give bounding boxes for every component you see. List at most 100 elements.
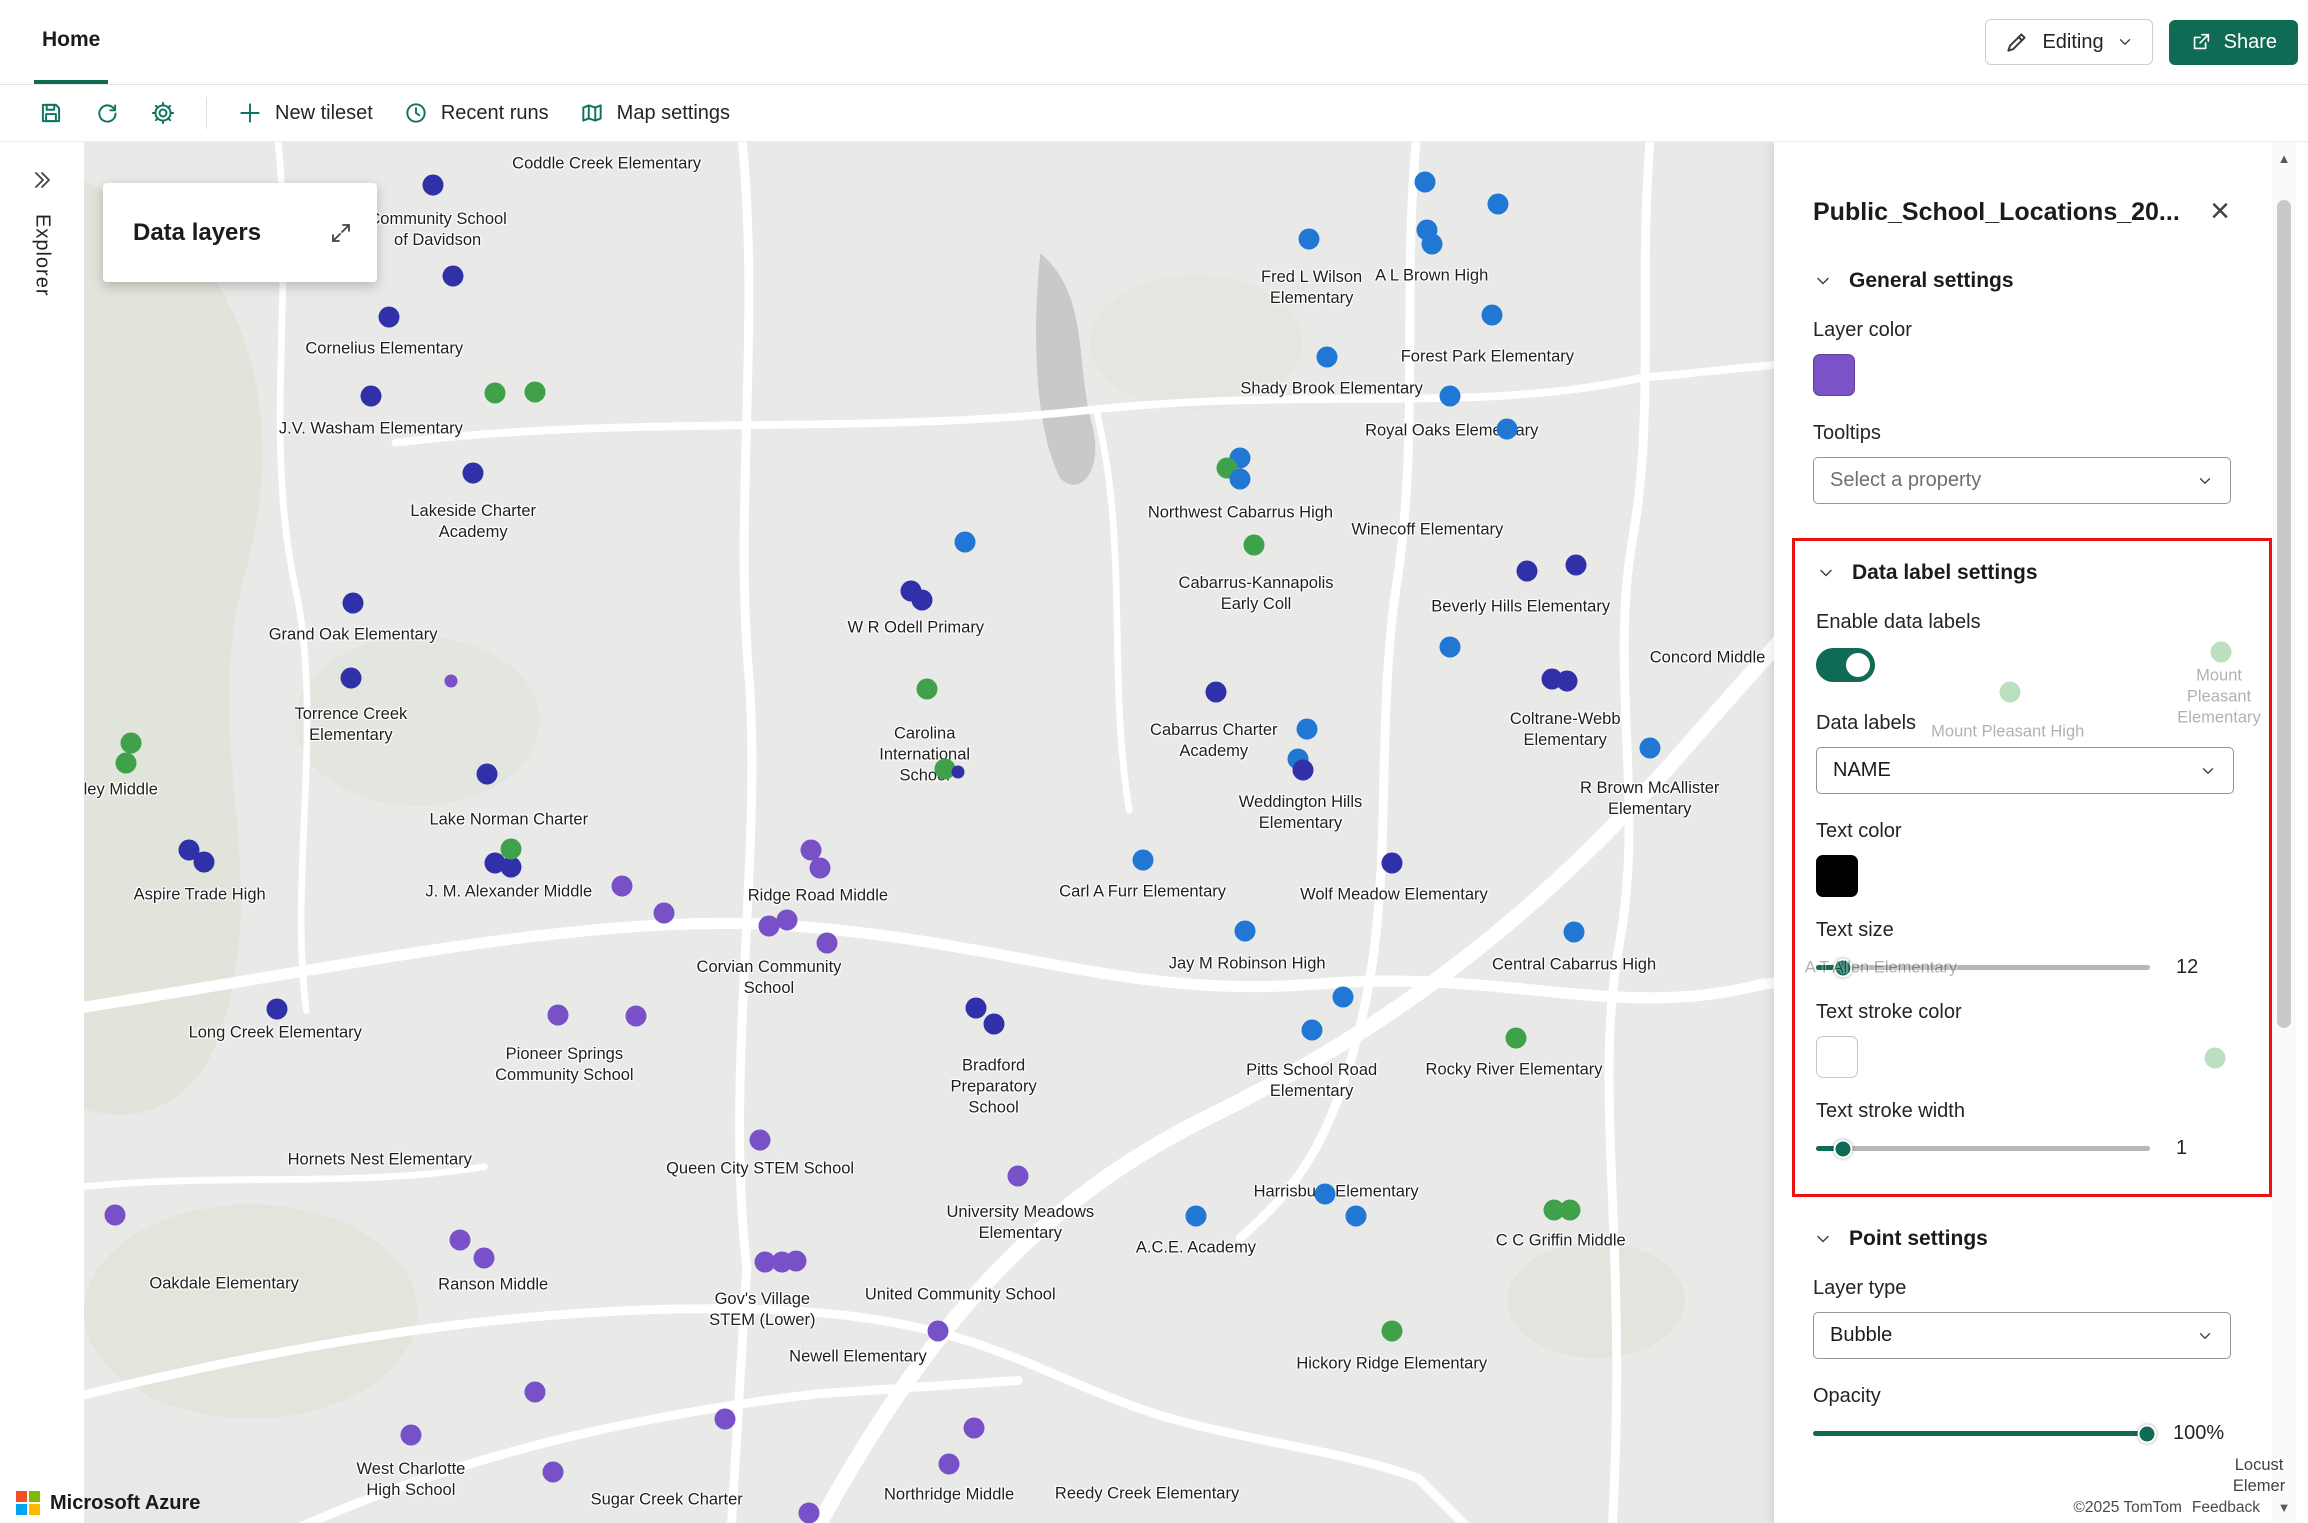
map-settings-button[interactable]: Map settings	[579, 100, 730, 126]
map-point[interactable]	[758, 915, 780, 937]
save-button[interactable]	[38, 100, 64, 126]
map-point[interactable]	[800, 839, 822, 861]
settings-button[interactable]	[150, 100, 176, 126]
data-labels-dropdown[interactable]: NAME	[1816, 747, 2234, 794]
text-size-slider[interactable]: 12	[1816, 956, 2234, 979]
map-point[interactable]	[422, 174, 444, 196]
slider-knob[interactable]	[1833, 1139, 1853, 1158]
map-point[interactable]	[611, 875, 633, 897]
map-point[interactable]	[934, 758, 956, 780]
map-point[interactable]	[1229, 468, 1251, 490]
map-point[interactable]	[1185, 1205, 1207, 1227]
map-point[interactable]	[1243, 534, 1265, 556]
map-point[interactable]	[462, 462, 484, 484]
map-point[interactable]	[524, 1381, 546, 1403]
map-point[interactable]	[816, 932, 838, 954]
map-point[interactable]	[342, 592, 364, 614]
map-point[interactable]	[266, 998, 288, 1020]
share-button[interactable]: Share	[2168, 19, 2298, 65]
layer-color-swatch[interactable]	[1813, 354, 1855, 396]
map-point[interactable]	[500, 838, 522, 860]
data-label-settings-header[interactable]: Data label settings	[1816, 561, 2251, 585]
map-point[interactable]	[1439, 636, 1461, 658]
map-point[interactable]	[1505, 1027, 1527, 1049]
enable-data-labels-toggle[interactable]	[1816, 648, 1875, 682]
general-settings-header[interactable]: General settings	[1813, 269, 2230, 293]
map-point[interactable]	[360, 385, 382, 407]
panel-scrollbar[interactable]: ▲ ▼	[2272, 142, 2296, 1523]
map-point[interactable]	[1205, 681, 1227, 703]
map-point[interactable]	[1296, 718, 1318, 740]
map-point[interactable]	[1516, 560, 1538, 582]
map-point[interactable]	[542, 1461, 564, 1483]
map-point[interactable]	[653, 902, 675, 924]
map-point[interactable]	[714, 1408, 735, 1430]
feedback-link[interactable]: Feedback	[2191, 1499, 2260, 1516]
scroll-thumb[interactable]	[2277, 200, 2291, 1028]
map-point[interactable]	[1132, 849, 1154, 871]
map-point[interactable]	[927, 1320, 949, 1342]
map-point[interactable]	[1345, 1205, 1367, 1227]
map-point[interactable]	[1556, 670, 1578, 692]
tooltips-dropdown[interactable]: Select a property	[1813, 457, 2231, 504]
map-point[interactable]	[1316, 346, 1338, 368]
map-point[interactable]	[916, 678, 938, 700]
map-point[interactable]	[1563, 921, 1585, 943]
map-point[interactable]	[1381, 1320, 1403, 1342]
map-point[interactable]	[785, 1250, 807, 1272]
popout-icon[interactable]	[329, 221, 353, 245]
map-point[interactable]	[625, 1005, 647, 1027]
map-point[interactable]	[1381, 852, 1403, 874]
map-point[interactable]	[954, 531, 976, 553]
map-point[interactable]	[473, 1247, 495, 1269]
map-point[interactable]	[1314, 1183, 1336, 1205]
map-point[interactable]	[776, 909, 798, 930]
close-icon[interactable]: ×	[2210, 192, 2230, 230]
map-point[interactable]	[1234, 920, 1256, 942]
editing-mode-button[interactable]: Editing	[1985, 19, 2153, 65]
map-point[interactable]	[378, 306, 400, 328]
tab-home[interactable]: Home	[34, 0, 109, 84]
slider-knob[interactable]	[2137, 1424, 2157, 1443]
slider-knob[interactable]	[1833, 958, 1853, 977]
map-point[interactable]	[500, 856, 522, 878]
explorer-collapsed-pane[interactable]: Explorer	[0, 142, 84, 1523]
text-color-swatch[interactable]	[1816, 855, 1858, 897]
text-stroke-width-slider[interactable]: 1	[1816, 1137, 2234, 1160]
map-point[interactable]	[911, 589, 933, 611]
new-tileset-button[interactable]: New tileset	[237, 100, 373, 126]
map-point[interactable]	[1439, 385, 1461, 407]
scroll-up-arrow[interactable]: ▲	[2277, 150, 2291, 166]
map-point[interactable]	[476, 763, 498, 785]
map-point[interactable]	[798, 1502, 820, 1523]
map-point[interactable]	[1007, 1165, 1029, 1187]
map-point[interactable]	[809, 857, 831, 879]
map-point[interactable]	[442, 265, 464, 287]
map-point[interactable]	[1292, 759, 1314, 781]
data-layers-card[interactable]: Data layers	[103, 183, 377, 282]
map-point[interactable]	[938, 1453, 960, 1475]
map-point[interactable]	[1565, 554, 1587, 576]
expand-double-chevron-icon[interactable]	[30, 168, 54, 192]
map-point[interactable]	[115, 752, 137, 774]
map-point[interactable]	[983, 1013, 1005, 1035]
map-point[interactable]	[1559, 1199, 1581, 1220]
map-point[interactable]	[963, 1417, 985, 1439]
map-point[interactable]	[1496, 418, 1518, 440]
map-point[interactable]	[1481, 304, 1503, 326]
map-point[interactable]	[951, 765, 965, 779]
map-point[interactable]	[193, 851, 215, 872]
map-point[interactable]	[1639, 737, 1661, 759]
point-settings-header[interactable]: Point settings	[1813, 1227, 2230, 1251]
map-point[interactable]	[449, 1229, 471, 1251]
map-point[interactable]	[1301, 1019, 1323, 1041]
map-point[interactable]	[484, 382, 506, 404]
map-point[interactable]	[547, 1004, 569, 1026]
layer-type-dropdown[interactable]: Bubble	[1813, 1312, 2231, 1359]
map-point[interactable]	[400, 1424, 422, 1446]
map-point[interactable]	[749, 1129, 771, 1151]
map-point[interactable]	[104, 1204, 126, 1226]
scroll-down-arrow[interactable]: ▼	[2277, 1499, 2291, 1515]
map-point[interactable]	[965, 997, 987, 1019]
recent-runs-button[interactable]: Recent runs	[403, 100, 549, 126]
